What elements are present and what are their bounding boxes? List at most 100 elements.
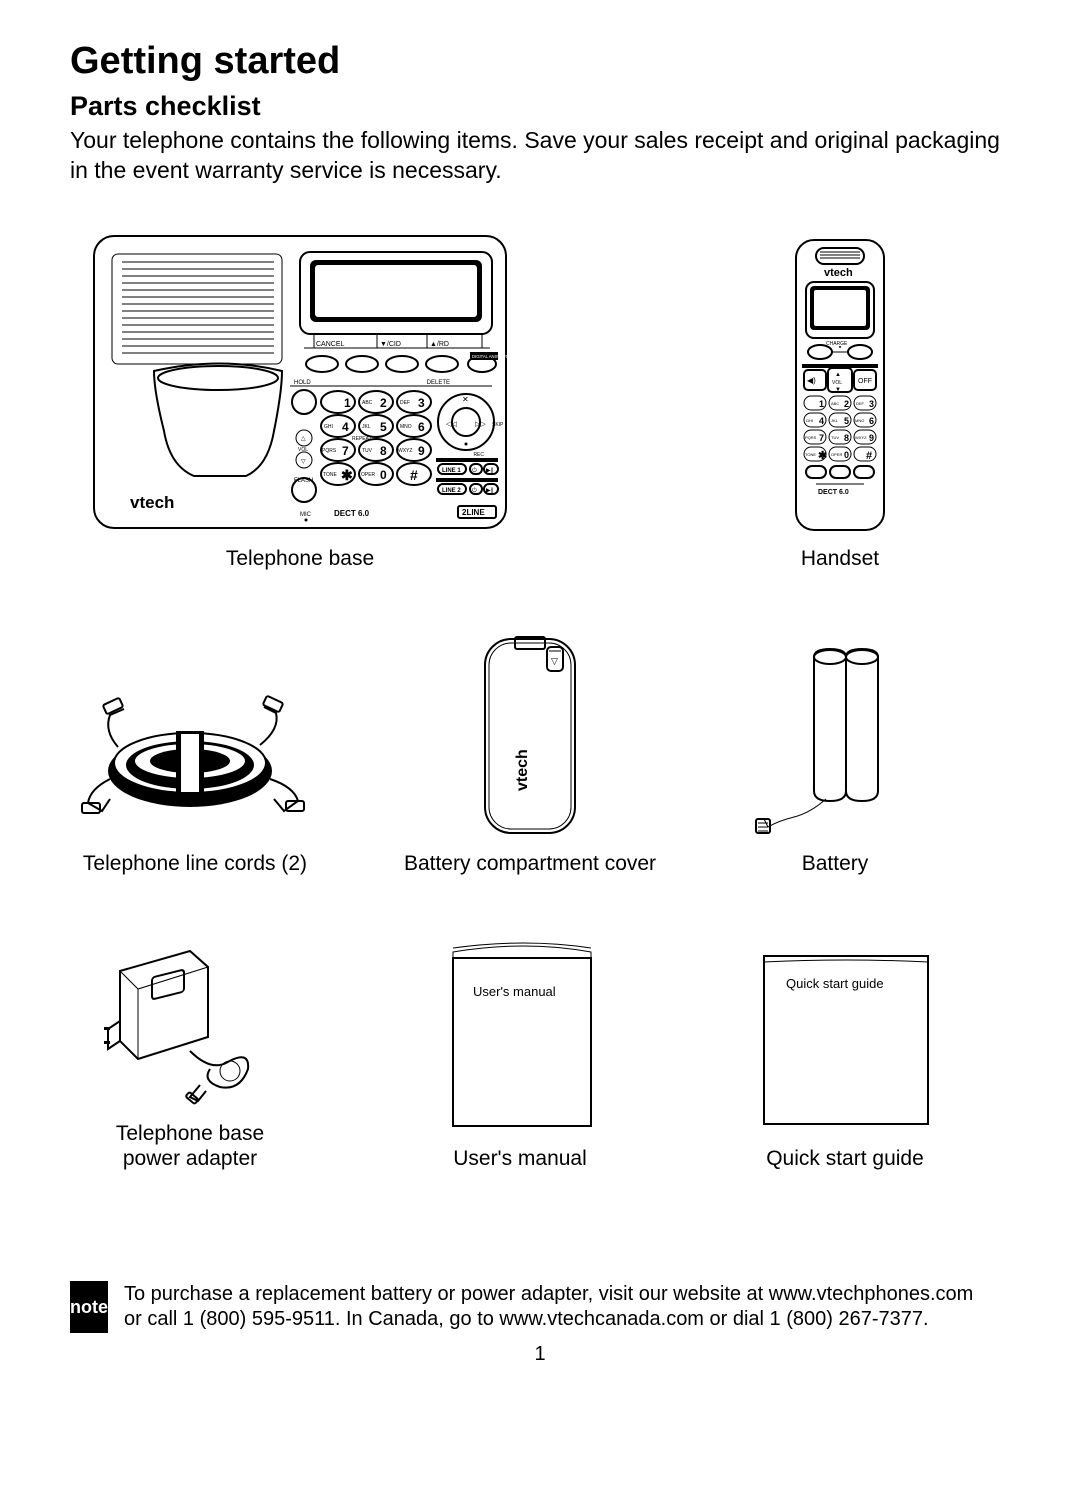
svg-text:0: 0 <box>380 468 387 482</box>
caption-users-manual: User's manual <box>453 1146 587 1171</box>
svg-text:FLASH: FLASH <box>294 478 313 484</box>
parts-row-1: CANCEL ▼/CID ▲/RD DIGITAL ANSWERING SYST… <box>70 226 1010 571</box>
item-battery: Battery <box>750 641 920 876</box>
svg-text:TUV: TUV <box>362 448 373 454</box>
caption-telephone-base: Telephone base <box>226 546 374 571</box>
svg-text:DIGITAL ANSWERING SYSTEM: DIGITAL ANSWERING SYSTEM <box>472 354 510 359</box>
svg-text:vtech: vtech <box>824 267 853 279</box>
svg-text:TUV: TUV <box>831 435 839 440</box>
caption-battery-cover: Battery compartment cover <box>404 851 656 876</box>
svg-text:3: 3 <box>869 399 874 409</box>
caption-line-cords: Telephone line cords (2) <box>83 851 307 876</box>
svg-text:ABC: ABC <box>362 400 373 406</box>
svg-text:DEF: DEF <box>400 400 410 406</box>
svg-text:▷▷: ▷▷ <box>475 421 486 428</box>
svg-text:TONE: TONE <box>323 472 337 478</box>
svg-text:HOLD: HOLD <box>294 380 311 386</box>
svg-text:OPER: OPER <box>361 472 376 478</box>
svg-text:2: 2 <box>380 396 387 410</box>
svg-text:9: 9 <box>869 433 874 443</box>
svg-text:△: △ <box>301 436 306 442</box>
telephone-base-icon: CANCEL ▼/CID ▲/RD DIGITAL ANSWERING SYST… <box>90 226 510 536</box>
svg-text:MNO: MNO <box>400 424 412 430</box>
svg-text:Quick start guide: Quick start guide <box>786 976 884 991</box>
svg-text:JKL: JKL <box>362 424 371 430</box>
svg-text:PQRS: PQRS <box>322 448 337 454</box>
svg-text:#: # <box>866 450 872 462</box>
svg-text:⏻: ⏻ <box>472 487 477 494</box>
svg-text:vtech: vtech <box>514 749 531 791</box>
parts-row-3: Telephone base power adapter User's manu… <box>70 936 1010 1171</box>
svg-text:MNO: MNO <box>855 418 864 423</box>
svg-text:5: 5 <box>380 420 387 434</box>
caption-power-adapter: Telephone base power adapter <box>116 1121 264 1171</box>
intro-text: Your telephone contains the following it… <box>70 126 1010 186</box>
item-telephone-base: CANCEL ▼/CID ▲/RD DIGITAL ANSWERING SYST… <box>90 226 510 571</box>
svg-text:User's manual: User's manual <box>473 984 556 999</box>
battery-icon <box>750 641 920 841</box>
svg-text:vtech: vtech <box>130 493 174 512</box>
svg-text:6: 6 <box>869 416 874 426</box>
caption-quick-start: Quick start guide <box>766 1146 924 1171</box>
svg-text:LINE 1: LINE 1 <box>442 468 461 474</box>
svg-text:VOL: VOL <box>298 447 308 453</box>
svg-text:ON/OFF LINE 1 MAILBOX LINE 1: ON/OFF LINE 1 MAILBOX LINE 1 <box>438 458 491 462</box>
svg-text:▲: ▲ <box>835 372 841 378</box>
svg-text:OPER: OPER <box>831 452 842 457</box>
svg-text:8: 8 <box>844 433 849 443</box>
section-subtitle: Parts checklist <box>70 91 1010 122</box>
svg-text:MIC: MIC <box>300 512 312 518</box>
svg-text:✕: ✕ <box>462 395 469 404</box>
svg-text:1: 1 <box>344 396 351 410</box>
svg-text:DEF: DEF <box>856 401 865 406</box>
svg-text:DECT 6.0: DECT 6.0 <box>818 489 849 496</box>
svg-text:WXYZ: WXYZ <box>855 435 867 440</box>
item-users-manual: User's manual User's manual <box>435 936 605 1171</box>
svg-text:CHARGE: CHARGE <box>826 341 848 347</box>
page-number: 1 <box>70 1343 1010 1366</box>
svg-text:DECT 6.0: DECT 6.0 <box>334 509 370 518</box>
svg-text:DELETE: DELETE <box>427 380 450 386</box>
svg-text:SKIP: SKIP <box>492 422 504 428</box>
note-text: To purchase a replacement battery or pow… <box>124 1282 980 1332</box>
svg-text:TONE: TONE <box>805 452 816 457</box>
svg-text:2: 2 <box>844 399 849 409</box>
svg-text:7: 7 <box>819 433 824 443</box>
svg-text:▼: ▼ <box>835 387 841 393</box>
svg-text:✱: ✱ <box>818 450 827 462</box>
item-power-adapter: Telephone base power adapter <box>90 941 290 1171</box>
svg-text:CANCEL: CANCEL <box>316 341 345 348</box>
svg-text:▼/CID: ▼/CID <box>380 341 401 348</box>
svg-text:OFF: OFF <box>858 378 872 385</box>
item-handset: vtech CHARGE ◀) OFF ▲VOL▼ 1 ABC2 DEF3 <box>790 236 890 571</box>
svg-text:8: 8 <box>380 444 387 458</box>
svg-text:VOL: VOL <box>832 380 842 386</box>
svg-text:WXYZ: WXYZ <box>398 448 412 454</box>
handset-icon: vtech CHARGE ◀) OFF ▲VOL▼ 1 ABC2 DEF3 <box>790 236 890 536</box>
svg-text:REPEAT: REPEAT <box>352 436 372 442</box>
caption-battery: Battery <box>802 851 869 876</box>
svg-text:PQRS: PQRS <box>805 435 817 440</box>
page-title: Getting started <box>70 40 1010 83</box>
power-adapter-icon <box>90 941 290 1111</box>
svg-text:2LINE: 2LINE <box>462 508 485 517</box>
parts-row-2: Telephone line cords (2) ▽ vtech Battery… <box>70 631 1010 876</box>
svg-text:9: 9 <box>418 444 425 458</box>
svg-text:ON/OFF LINE 2 MAILBOX LINE 2: ON/OFF LINE 2 MAILBOX LINE 2 <box>438 478 491 482</box>
quick-start-icon: Quick start guide <box>750 946 940 1136</box>
svg-text:4: 4 <box>819 416 824 426</box>
svg-text:1: 1 <box>819 399 824 409</box>
svg-text:#: # <box>410 467 418 483</box>
svg-text:▽: ▽ <box>551 656 558 666</box>
note-block: note To purchase a replacement battery o… <box>70 1281 1010 1333</box>
svg-text:▶∥: ▶∥ <box>486 487 494 494</box>
svg-text:JKL: JKL <box>831 418 839 423</box>
item-line-cords: Telephone line cords (2) <box>80 671 310 876</box>
users-manual-icon: User's manual <box>435 936 605 1136</box>
item-quick-start: Quick start guide Quick start guide <box>750 946 940 1171</box>
svg-text:6: 6 <box>418 420 425 434</box>
svg-text:◁◁: ◁◁ <box>446 421 457 428</box>
svg-text:GHI: GHI <box>324 424 333 430</box>
svg-text:ABC: ABC <box>831 401 839 406</box>
svg-text:⏻: ⏻ <box>472 467 477 474</box>
